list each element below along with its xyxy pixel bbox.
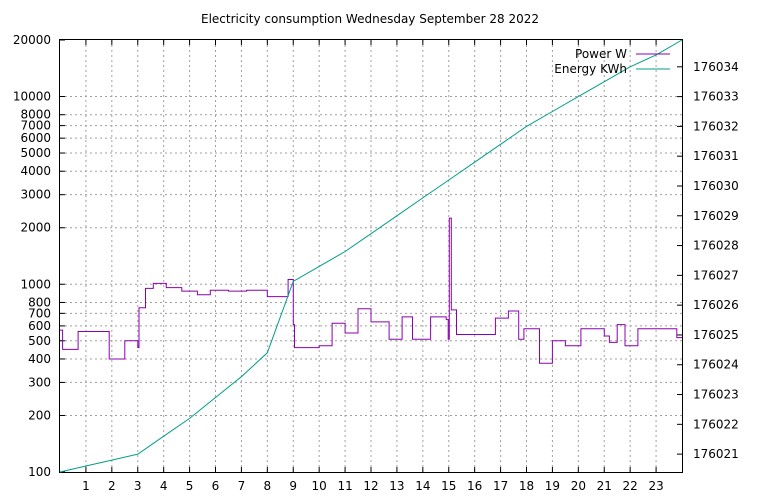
x-tick-label: 4: [160, 479, 168, 493]
chart-title: Electricity consumption Wednesday Septem…: [201, 12, 539, 26]
x-tick-label: 7: [238, 479, 246, 493]
x-tick-label: 18: [519, 479, 534, 493]
y2-tick-label: 176028: [693, 239, 739, 253]
y-tick-label: 600: [28, 319, 51, 333]
y-tick-label: 8000: [20, 108, 51, 122]
x-tick-label: 14: [415, 479, 430, 493]
x-tick-label: 20: [571, 479, 586, 493]
x-tick-label: 13: [389, 479, 404, 493]
y-tick-label: 500: [28, 334, 51, 348]
x-tick-label: 16: [467, 479, 482, 493]
y2-tick-label: 176025: [693, 328, 739, 342]
x-tick-label: 23: [648, 479, 663, 493]
y2-tick-label: 176030: [693, 179, 739, 193]
y-tick-label: 300: [28, 375, 51, 389]
y-tick-label: 2000: [20, 221, 51, 235]
x-tick-label: 6: [212, 479, 220, 493]
y-tick-label: 7000: [20, 119, 51, 133]
y-tick-label: 3000: [20, 188, 51, 202]
x-tick-label: 12: [363, 479, 378, 493]
y2-tick-label: 176024: [693, 358, 739, 372]
x-tick-label: 2: [108, 479, 116, 493]
y2-tick-label: 176029: [693, 209, 739, 223]
y-tick-label: 200: [28, 408, 51, 422]
y-tick-label: 1000: [20, 277, 51, 291]
x-tick-label: 21: [597, 479, 612, 493]
y2-tick-label: 176022: [693, 417, 739, 431]
x-tick-label: 17: [493, 479, 508, 493]
series-line-0: [60, 217, 682, 364]
y2-tick-label: 176026: [693, 298, 739, 312]
x-tick-label: 1: [82, 479, 90, 493]
legend-label: Power W: [575, 47, 627, 61]
axis-ticks: 1 2 3 4 5 6 7 8 9 10 11 12 13 14 15 16 17 18 19 20 21 22 23100…: [13, 33, 739, 493]
x-tick-label: 10: [312, 479, 327, 493]
y-tick-label: 400: [28, 352, 51, 366]
grid: [60, 40, 682, 472]
y-tick-label: 4000: [20, 164, 51, 178]
x-tick-label: 3: [134, 479, 142, 493]
series-layer: [59, 39, 683, 473]
legend-label: Energy KWh: [554, 62, 627, 76]
y2-tick-label: 176033: [693, 90, 739, 104]
x-tick-label: 15: [441, 479, 456, 493]
y-tick-label: 700: [28, 306, 51, 320]
y-tick-label: 100: [28, 465, 51, 479]
y2-tick-label: 176031: [693, 149, 739, 163]
y-tick-label: 10000: [13, 90, 51, 104]
x-tick-label: 19: [545, 479, 560, 493]
y2-tick-label: 176023: [693, 388, 739, 402]
y-tick-label: 5000: [20, 146, 51, 160]
x-tick-label: 5: [186, 479, 194, 493]
y-tick-label: 6000: [20, 131, 51, 145]
plot-frame: [59, 39, 683, 473]
x-tick-label: 22: [623, 479, 638, 493]
x-tick-label: 8: [264, 479, 272, 493]
y2-tick-label: 176032: [693, 119, 739, 133]
x-tick-label: 11: [337, 479, 352, 493]
y2-tick-label: 176027: [693, 268, 739, 282]
y2-tick-label: 176021: [693, 447, 739, 461]
x-tick-label: 9: [289, 479, 297, 493]
y2-tick-label: 176034: [693, 60, 739, 74]
y-tick-label: 800: [28, 295, 51, 309]
series-line-1: [59, 39, 683, 473]
y-tick-label: 20000: [13, 33, 51, 47]
